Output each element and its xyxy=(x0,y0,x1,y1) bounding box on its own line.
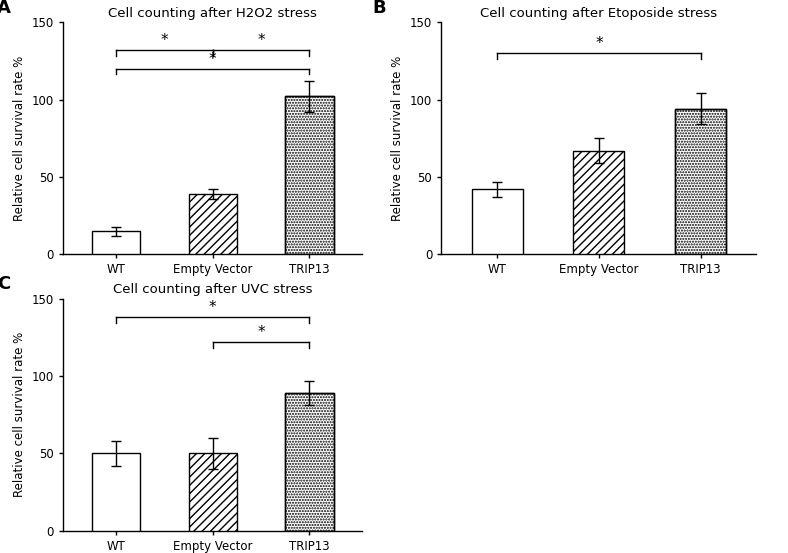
Bar xyxy=(285,393,333,531)
Title: Cell counting after H2O2 stress: Cell counting after H2O2 stress xyxy=(108,7,318,19)
Y-axis label: Relative cell survival rate %: Relative cell survival rate % xyxy=(13,56,26,221)
Y-axis label: Relative cell survival rate %: Relative cell survival rate % xyxy=(392,56,404,221)
Title: Cell counting after UVC stress: Cell counting after UVC stress xyxy=(113,283,313,296)
Text: *: * xyxy=(209,300,217,315)
Text: C: C xyxy=(0,275,10,294)
Text: *: * xyxy=(595,36,603,51)
Bar xyxy=(675,109,726,254)
Text: *: * xyxy=(209,52,217,67)
Text: *: * xyxy=(161,33,169,48)
Bar xyxy=(188,453,237,531)
Title: Cell counting after Etoposide stress: Cell counting after Etoposide stress xyxy=(481,7,717,19)
Text: B: B xyxy=(372,0,385,17)
Bar xyxy=(92,453,140,531)
Bar xyxy=(285,96,333,254)
Bar xyxy=(92,231,140,254)
Text: *: * xyxy=(257,325,265,340)
Bar xyxy=(188,194,237,254)
Bar xyxy=(285,393,333,531)
Y-axis label: Relative cell survival rate %: Relative cell survival rate % xyxy=(13,332,26,497)
Text: A: A xyxy=(0,0,11,17)
Bar xyxy=(472,189,522,254)
Bar xyxy=(285,96,333,254)
Bar xyxy=(574,150,624,254)
Bar xyxy=(675,109,726,254)
Text: *: * xyxy=(257,33,265,48)
